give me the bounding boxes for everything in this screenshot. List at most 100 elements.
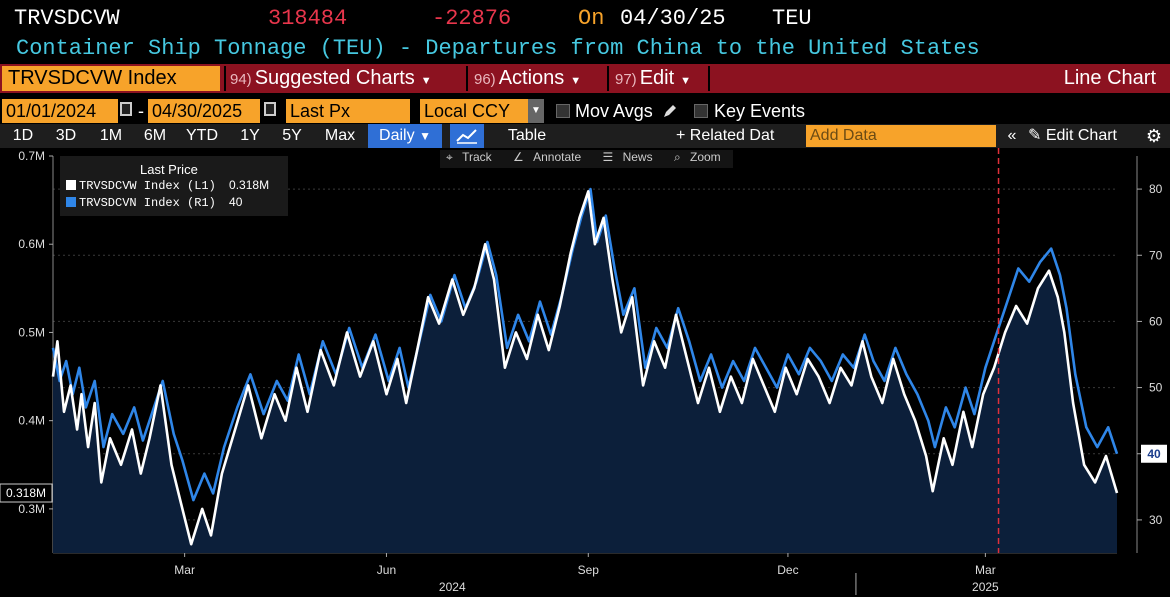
right-last-price-label: 40 xyxy=(1147,447,1161,461)
frequency-dropdown[interactable]: Daily ▼ xyxy=(368,124,442,148)
pencil-icon: ✎ xyxy=(1028,127,1042,144)
table-view-button[interactable]: Table xyxy=(507,127,547,144)
period-5y-button[interactable]: 5Y xyxy=(282,127,302,144)
add-data-input[interactable]: Add Data xyxy=(806,125,996,147)
legend-item-blue[interactable]: TRVSDCVN Index (R1) 40 xyxy=(66,195,242,210)
mov-avgs-label: Mov Avgs xyxy=(575,101,653,121)
change-value: -22876 xyxy=(432,6,512,31)
function-menu-bar: TRVSDCVW Index 94) Suggested Charts ▼ 96) A… xyxy=(0,64,1170,93)
line-chart[interactable]: 0.3M 0.4M 0.5M 0.6M 0.7M 30 40 50 60 70 80 0.318M 40… xyxy=(0,148,1170,597)
period-3d-button[interactable]: 3D xyxy=(55,127,77,144)
security-description: Container Ship Tonnage (TEU) - Departure… xyxy=(16,36,980,61)
currency-select[interactable]: Local CCY xyxy=(420,99,528,123)
chart-type-label[interactable]: Line Chart xyxy=(1063,67,1156,89)
period-1m-button[interactable]: 1M xyxy=(99,127,123,144)
calendar-icon[interactable] xyxy=(264,102,276,116)
series-line-trvsdcvn xyxy=(51,187,1119,502)
legend-label: TRVSDCVW Index xyxy=(79,179,180,193)
caret-down-icon: ▼ xyxy=(420,75,432,87)
left-axis-tick-label: 0.4M xyxy=(18,414,45,428)
key-events-checkbox[interactable] xyxy=(694,104,708,118)
menu-divider xyxy=(224,66,226,91)
right-axis-tick-label: 50 xyxy=(1149,381,1163,395)
right-axis-tick-label: 70 xyxy=(1149,248,1163,262)
x-axis-year-label: 2024 xyxy=(439,580,466,594)
related-data-button[interactable]: + Related Dat xyxy=(676,124,804,148)
news-tool[interactable]: ☰ News xyxy=(602,150,653,164)
line-chart-icon xyxy=(456,129,477,144)
dropdown-arrow-icon[interactable]: ▼ xyxy=(528,99,544,123)
menu-number: 94) xyxy=(230,71,252,88)
related-data-label: Related Dat xyxy=(689,127,775,144)
left-last-price-tag xyxy=(0,483,53,503)
gear-icon[interactable]: ⚙ xyxy=(1145,126,1163,146)
legend-label: TRVSDCVN Index xyxy=(79,196,180,210)
edit-menu[interactable]: 97) Edit ▼ xyxy=(615,64,692,93)
frequency-label: Daily xyxy=(379,127,415,144)
legend-value: 0.318M xyxy=(229,178,270,192)
last-value: 318484 xyxy=(268,6,348,31)
left-axis-tick-label: 0.6M xyxy=(18,237,45,251)
menu-divider xyxy=(708,66,710,91)
collapse-double-chevron-icon[interactable]: « xyxy=(1007,127,1017,144)
actions-menu[interactable]: 96) Actions ▼ xyxy=(474,64,582,93)
period-ytd-button[interactable]: YTD xyxy=(186,127,218,144)
suggested-charts-menu[interactable]: 94) Suggested Charts ▼ xyxy=(230,64,432,93)
x-axis-tick-label: Mar xyxy=(975,563,996,577)
caret-down-icon: ▼ xyxy=(680,75,692,87)
mov-avgs-checkbox[interactable] xyxy=(556,104,570,118)
line-chart-view-button[interactable] xyxy=(450,124,484,148)
date-dash: - xyxy=(138,101,144,121)
left-axis-tick-label: 0.5M xyxy=(18,325,45,339)
caret-down-icon: ▼ xyxy=(570,75,582,87)
right-axis-tick-label: 60 xyxy=(1149,314,1163,328)
key-events-label: Key Events xyxy=(714,101,806,121)
legend-swatch xyxy=(66,197,76,207)
period-1d-button[interactable]: 1D xyxy=(12,127,34,144)
menu-number: 96) xyxy=(474,71,496,88)
left-axis-tick-label: 0.3M xyxy=(18,502,45,516)
menu-number: 97) xyxy=(615,71,637,88)
edit-chart-label: Edit Chart xyxy=(1045,127,1117,144)
right-axis-tick-label: 80 xyxy=(1149,182,1163,196)
pencil-icon[interactable] xyxy=(662,103,678,119)
ticker-header: TRVSDCVW 318484 -22876 On 04/30/25 TEU xyxy=(0,0,1170,36)
end-date-input[interactable]: 04/30/2025 xyxy=(148,99,260,123)
as-of-date: 04/30/25 xyxy=(620,6,726,31)
menu-label: Edit xyxy=(639,67,675,89)
x-axis-year-label: 2025 xyxy=(972,580,999,594)
right-last-price-tag xyxy=(1141,444,1167,463)
zoom-tool[interactable]: ⌕ Zoom xyxy=(673,150,721,164)
x-axis-tick-label: Mar xyxy=(174,563,195,577)
period-max-button[interactable]: Max xyxy=(324,127,356,144)
legend-item-white[interactable]: TRVSDCVW Index (L1) 0.318M xyxy=(66,178,269,193)
calendar-icon[interactable] xyxy=(120,102,132,116)
chart-tools: ⌖ Track ∠ Annotate ☰ News ⌕ Zoom xyxy=(440,150,733,168)
plus-icon: + xyxy=(676,127,686,144)
legend-value: 40 xyxy=(229,195,243,209)
edit-chart-button[interactable]: ✎ Edit Chart xyxy=(1028,124,1138,148)
x-axis-tick-label: Dec xyxy=(777,563,798,577)
period-6m-button[interactable]: 6M xyxy=(143,127,167,144)
left-axis-tick-label: 0.7M xyxy=(18,149,45,163)
menu-divider xyxy=(607,66,609,91)
chart-legend: Last Price TRVSDCVW Index (L1) 0.318M TR… xyxy=(60,156,288,216)
x-axis-tick-label: Sep xyxy=(578,563,600,577)
date-range-controls: 01/01/2024 - 04/30/2025 Last Px Local CC… xyxy=(0,99,1170,123)
x-axis-tick-label: Jun xyxy=(377,563,396,577)
annotate-tool[interactable]: ∠ Annotate xyxy=(513,150,582,164)
legend-title: Last Price xyxy=(140,162,198,177)
menu-divider xyxy=(466,66,468,91)
field-select[interactable]: Last Px xyxy=(286,99,410,123)
ticker-symbol[interactable]: TRVSDCVW xyxy=(14,6,120,31)
right-axis-tick-label: 30 xyxy=(1149,513,1163,527)
start-date-input[interactable]: 01/01/2024 xyxy=(2,99,118,123)
track-tool[interactable]: ⌖ Track xyxy=(446,150,492,164)
series-line-trvsdcvw xyxy=(51,189,1119,546)
menu-label: Suggested Charts xyxy=(254,67,415,89)
period-1y-button[interactable]: 1Y xyxy=(240,127,260,144)
unit-label: TEU xyxy=(772,6,812,31)
left-last-price-label: 0.318M xyxy=(6,486,46,500)
on-label: On xyxy=(578,6,605,31)
security-input[interactable]: TRVSDCVW Index xyxy=(2,66,220,91)
